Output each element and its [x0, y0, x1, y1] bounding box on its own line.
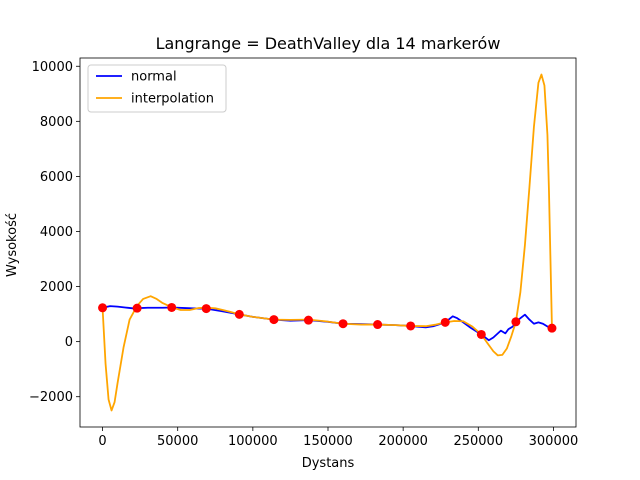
y-tick-label: 8000: [40, 115, 73, 130]
marker-point: [511, 317, 521, 327]
x-tick-label: 150000: [303, 434, 353, 449]
x-tick-label: 50000: [157, 434, 198, 449]
legend-label-normal: normal: [131, 70, 177, 85]
y-tick-label: 4000: [40, 225, 73, 240]
x-axis-label: Dystans: [302, 456, 355, 471]
y-tick-label: 0: [65, 335, 73, 350]
marker-point: [269, 315, 279, 325]
y-tick-label: −2000: [29, 390, 73, 405]
marker-point: [406, 321, 416, 331]
marker-point: [201, 304, 211, 314]
marker-point: [547, 323, 557, 333]
marker-point: [132, 303, 142, 313]
marker-point: [476, 329, 486, 339]
marker-point: [98, 303, 108, 313]
plot-area: 0 50000 100000 150000 200000 250000 300000−200…: [29, 57, 579, 449]
x-tick-label: 0: [98, 434, 106, 449]
y-tick-label: 10000: [32, 60, 73, 75]
x-tick-label: 250000: [453, 434, 503, 449]
legend-label-interpolation: interpolation: [131, 92, 214, 107]
x-tick-label: 200000: [378, 434, 428, 449]
x-tick-label: 300000: [529, 434, 579, 449]
legend: normal interpolation: [87, 64, 227, 113]
marker-point: [373, 320, 383, 330]
marker-point: [167, 302, 177, 312]
marker-point: [303, 315, 313, 325]
legend-box: [87, 64, 227, 113]
axes-frame: [79, 57, 577, 428]
y-tick-label: 2000: [40, 280, 73, 295]
marker-point: [234, 309, 244, 319]
y-tick-label: 6000: [40, 170, 73, 185]
marker-point: [440, 317, 450, 327]
marker-point: [338, 319, 348, 329]
series-line-interpolation: [101, 73, 553, 412]
x-tick-label: 100000: [228, 434, 278, 449]
chart-title: Langrange = DeathValley dla 14 markerów: [156, 34, 501, 53]
y-axis-label: Wysokość: [5, 213, 20, 277]
